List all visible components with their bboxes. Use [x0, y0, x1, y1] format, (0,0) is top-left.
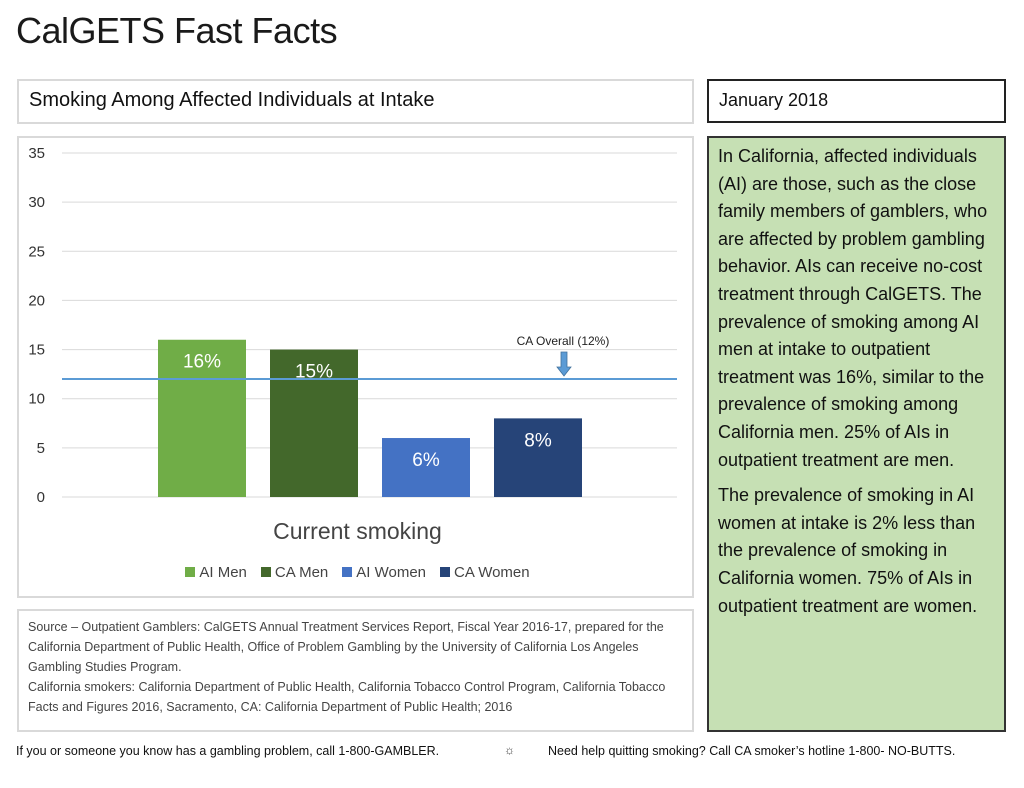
- gear-icon: ☼: [504, 743, 515, 757]
- legend-label: AI Men: [199, 564, 247, 581]
- chart-panel: 0 5 10 15 20 25 30 35 CA Overall (12%) 16% 15% 6%…: [17, 136, 694, 598]
- source-citation-box: Source – Outpatient Gamblers: CalGETS An…: [17, 609, 694, 732]
- y-tick-label: 35: [28, 145, 45, 162]
- legend-label: CA Men: [274, 564, 329, 581]
- chart-heading: Smoking Among Affected Individuals at In…: [29, 89, 435, 111]
- bar-chart: 0 5 10 15 20 25 30 35 CA Overall (12%) 16% 15% 6%…: [28, 145, 677, 506]
- legend-label: AI Women: [356, 564, 427, 581]
- info-panel: In California, affected individuals (AI)…: [707, 136, 1006, 732]
- info-paragraph-2: The prevalence of smoking in AI women at…: [718, 485, 978, 616]
- chart-heading-box: Smoking Among Affected Individuals at In…: [17, 79, 694, 124]
- gambler-hotline-text: If you or someone you know has a gamblin…: [16, 744, 440, 758]
- legend-swatch: [185, 567, 196, 577]
- y-tick-label: 25: [28, 243, 45, 260]
- y-tick-label: 30: [28, 194, 45, 211]
- down-arrow-icon: [556, 351, 572, 377]
- x-axis-label: Current smoking: [273, 518, 442, 544]
- y-axis-ticks: 0 5 10 15 20 25 30 35: [28, 145, 45, 506]
- date-label: January 2018: [719, 90, 829, 110]
- chart-legend: AI Men CA Men AI Women CA Women: [19, 564, 696, 581]
- legend-swatch: [260, 567, 271, 577]
- data-label: 6%: [412, 450, 440, 471]
- info-paragraph-1: In California, affected individuals (AI)…: [718, 146, 988, 470]
- page-title: CalGETS Fast Facts: [16, 10, 338, 51]
- bar-ai-men: [158, 339, 246, 497]
- data-label: 16%: [183, 352, 221, 373]
- data-label: 8%: [524, 430, 552, 451]
- y-tick-label: 0: [37, 489, 45, 506]
- data-labels: 16% 15% 6% 8%: [183, 352, 552, 471]
- bar-ai-women: [382, 438, 470, 497]
- bar-ca-women: [494, 418, 582, 497]
- legend-label: CA Women: [454, 564, 530, 581]
- y-tick-label: 15: [28, 342, 45, 359]
- date-box: January 2018: [707, 79, 1006, 123]
- legend-item: AI Men: [185, 564, 247, 581]
- legend-swatch: [440, 567, 451, 577]
- legend-item: CA Men: [260, 564, 329, 581]
- gridlines: [62, 152, 677, 498]
- legend-item: CA Women: [440, 564, 530, 581]
- data-label: 15%: [295, 362, 333, 383]
- legend-swatch: [342, 567, 353, 577]
- reference-line-label: CA Overall (12%): [517, 334, 610, 348]
- source-line-1: Source – Outpatient Gamblers: CalGETS An…: [28, 620, 664, 674]
- bars: [158, 339, 582, 497]
- reference-line-group: CA Overall (12%): [62, 334, 677, 381]
- bar-ca-men: [270, 349, 358, 497]
- smoking-hotline-text: Need help quitting smoking? Call CA smok…: [548, 744, 956, 758]
- y-tick-label: 5: [37, 440, 45, 457]
- source-line-2: California smokers: California Departmen…: [28, 680, 666, 714]
- y-tick-label: 20: [28, 292, 45, 309]
- legend-item: AI Women: [342, 564, 426, 581]
- y-tick-label: 10: [28, 391, 45, 408]
